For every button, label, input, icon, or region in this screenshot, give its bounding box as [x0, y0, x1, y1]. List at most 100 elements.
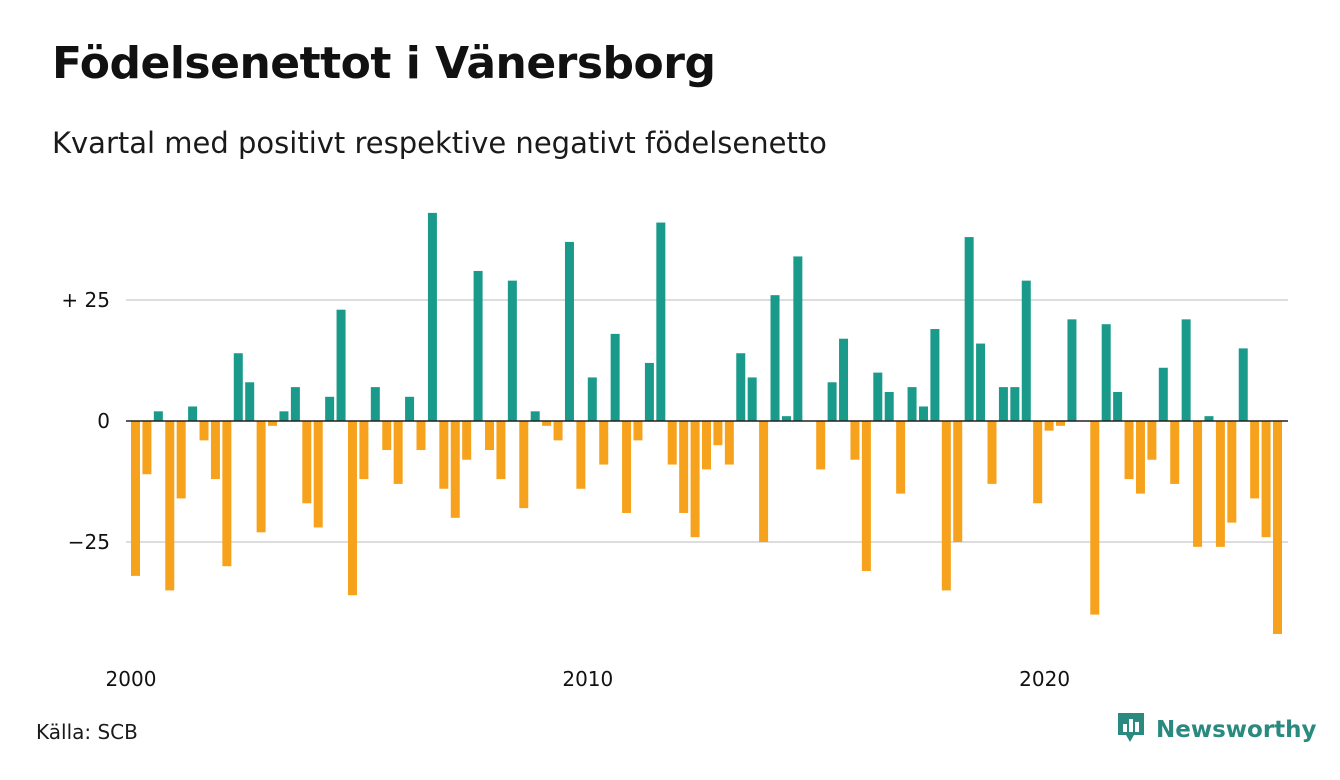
bar-negative: [1193, 421, 1203, 547]
bar-positive: [918, 406, 928, 421]
bar-negative: [131, 421, 140, 576]
bar-positive: [188, 406, 198, 421]
bar-positive: [530, 411, 540, 421]
bar-negative: [302, 421, 312, 504]
bar-positive: [1101, 324, 1111, 421]
bar-negative: [1215, 421, 1225, 547]
bar-negative: [439, 421, 449, 489]
bar-positive: [233, 353, 243, 421]
x-tick-label: 2000: [106, 667, 157, 691]
bar-negative: [519, 421, 529, 509]
bar-negative: [268, 421, 278, 426]
bar-negative: [313, 421, 323, 528]
bar-negative: [142, 421, 152, 475]
bar-positive: [370, 387, 380, 421]
bar-positive: [1204, 416, 1214, 421]
bar-negative: [679, 421, 689, 513]
bar-positive: [290, 387, 300, 421]
bar-positive: [793, 256, 803, 421]
bar-negative: [256, 421, 266, 533]
bar-negative: [393, 421, 403, 484]
bar-positive: [427, 212, 437, 421]
bar-positive: [1010, 387, 1020, 421]
bar-negative: [1227, 421, 1237, 523]
bar-positive: [336, 309, 346, 421]
bar-negative: [1250, 421, 1260, 499]
bar-positive: [827, 382, 837, 421]
bar-positive: [245, 382, 255, 421]
bar-negative: [702, 421, 711, 470]
bar-positive: [473, 270, 483, 421]
bar-negative: [713, 421, 723, 446]
bar-negative: [542, 421, 552, 426]
bar-negative: [850, 421, 860, 460]
bar-negative: [1056, 421, 1066, 426]
bar-negative: [165, 421, 175, 591]
bar-negative: [1090, 421, 1100, 615]
source-note: Källa: SCB: [36, 720, 138, 744]
bar-negative: [1170, 421, 1180, 484]
bar-negative: [450, 421, 460, 518]
bar-negative: [861, 421, 871, 572]
bar-positive: [405, 396, 415, 421]
bar-positive: [907, 387, 917, 421]
bar-positive: [644, 362, 654, 421]
y-tick-label: −25: [68, 530, 110, 554]
y-tick-label: 0: [97, 409, 110, 433]
bar-negative: [1147, 421, 1157, 460]
bar-positive: [1238, 348, 1248, 421]
bar-positive: [976, 343, 986, 421]
bar-positive: [610, 333, 620, 421]
y-tick-label: + 25: [61, 288, 110, 312]
bars: [126, 212, 1288, 634]
bar-positive: [1021, 280, 1031, 421]
brand-name: Newsworthy: [1156, 717, 1317, 743]
bar-negative: [987, 421, 997, 484]
bar-negative: [416, 421, 426, 451]
bar-positive: [873, 372, 883, 421]
bar-negative: [382, 421, 392, 451]
bar-positive: [839, 338, 849, 421]
bar-negative: [690, 421, 700, 538]
bar-positive: [325, 396, 335, 421]
axis-labels: + 25 0 −25 2000 2010 2020: [61, 288, 1070, 691]
bar-negative: [816, 421, 826, 470]
bar-positive: [781, 416, 791, 421]
bar-positive: [930, 329, 940, 421]
bar-negative: [941, 421, 951, 591]
bar-positive: [747, 377, 757, 421]
bar-negative: [599, 421, 609, 465]
bar-negative: [622, 421, 632, 513]
bar-positive: [1113, 391, 1123, 421]
bar-positive: [964, 237, 974, 421]
bar-negative: [1124, 421, 1134, 480]
brand-logo[interactable]: Newsworthy: [1116, 712, 1317, 748]
bar-positive: [1158, 367, 1168, 421]
chart-subtitle: Kvartal med positivt respektive negativt…: [52, 126, 827, 160]
chart-title: Födelsenettot i Vänersborg: [52, 38, 716, 89]
bar-positive: [279, 411, 289, 421]
bar-positive: [770, 295, 780, 421]
bar-negative: [576, 421, 586, 489]
bar-negative: [1135, 421, 1145, 494]
bar-chart-speech-bubble-icon: [1116, 711, 1146, 749]
bar-negative: [496, 421, 506, 480]
bar-negative: [485, 421, 495, 451]
bar-positive: [736, 353, 746, 421]
bar-negative: [633, 421, 643, 441]
bar-negative: [667, 421, 677, 465]
bar-negative: [759, 421, 769, 542]
bar-positive: [507, 280, 517, 421]
bar-negative: [553, 421, 563, 441]
bar-negative: [462, 421, 472, 460]
bar-negative: [896, 421, 906, 494]
bar-negative: [210, 421, 220, 480]
bar-negative: [1261, 421, 1271, 538]
bar-negative: [1273, 421, 1282, 634]
bar-negative: [1044, 421, 1054, 431]
bar-negative: [359, 421, 369, 480]
bar-negative: [222, 421, 232, 567]
bar-positive: [998, 387, 1008, 421]
bar-positive: [1181, 319, 1191, 421]
